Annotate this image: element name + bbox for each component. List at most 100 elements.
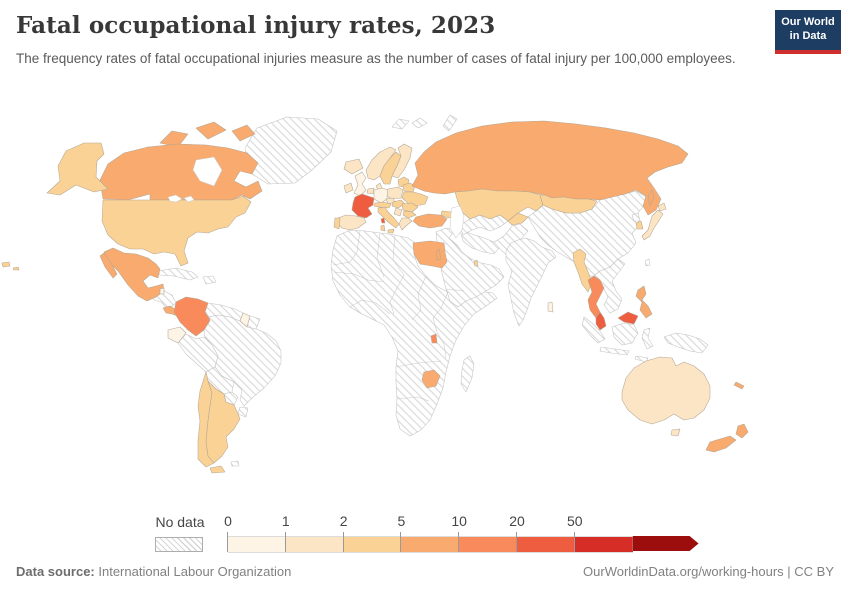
country-germany[interactable] <box>373 187 389 204</box>
page-title: Fatal occupational injury rates, 2023 <box>16 12 496 39</box>
country-spain[interactable] <box>336 214 367 231</box>
country-tierra-del-fuego[interactable] <box>209 465 226 474</box>
legend-bin-10-20[interactable]: 10 <box>451 513 517 553</box>
country-turkey[interactable] <box>412 213 448 229</box>
country-madagascar[interactable] <box>460 355 475 393</box>
country-australia[interactable] <box>621 356 711 425</box>
great-lakes-east <box>183 195 195 203</box>
country-qatar[interactable] <box>473 259 479 267</box>
country-greece[interactable] <box>398 217 413 231</box>
country-novaya-zemlya[interactable] <box>442 114 458 132</box>
country-india[interactable] <box>505 237 557 327</box>
country-malaysia-borneo[interactable] <box>617 311 639 325</box>
country-ukraine[interactable] <box>401 191 429 207</box>
country-new-zealand-north[interactable] <box>735 423 749 439</box>
country-canada-arctic-2[interactable] <box>195 121 227 140</box>
country-new-zealand-south[interactable] <box>705 435 737 453</box>
legend-bin-50-100[interactable]: 50 <box>567 513 633 553</box>
country-belize[interactable] <box>159 287 165 295</box>
legend-bin-20-50[interactable]: 20 <box>509 513 575 553</box>
country-mongolia[interactable] <box>539 194 598 214</box>
country-ireland[interactable] <box>343 182 354 194</box>
country-falkland-is[interactable] <box>230 460 240 467</box>
border-lines-middle-east <box>445 237 473 292</box>
country-usa-hawaii-2[interactable] <box>12 266 20 271</box>
no-data-legend[interactable]: No data <box>155 514 205 552</box>
country-south-korea[interactable] <box>635 220 644 230</box>
country-svalbard-east[interactable] <box>411 117 428 129</box>
owid-logo[interactable]: Our World in Data <box>775 10 841 54</box>
country-taiwan[interactable] <box>644 258 651 267</box>
country-guyana[interactable] <box>239 312 251 328</box>
legend-bin-2-5[interactable]: 2 <box>340 513 402 553</box>
country-usa-hawaii[interactable] <box>1 261 11 268</box>
country-japan-hokkaido[interactable] <box>657 202 667 212</box>
no-data-label: No data <box>155 514 205 530</box>
country-italy-sicily[interactable] <box>387 228 395 234</box>
country-portugal[interactable] <box>333 217 341 230</box>
legend-bin-1-2[interactable]: 1 <box>282 513 344 553</box>
island-java[interactable] <box>599 346 630 356</box>
country-benelux[interactable] <box>366 187 375 195</box>
country-france-corsica[interactable] <box>380 217 386 224</box>
country-zimbabwe[interactable] <box>421 369 441 389</box>
country-france[interactable] <box>351 193 375 219</box>
country-italy-sardinia[interactable] <box>380 224 386 232</box>
country-canada-arctic-3[interactable] <box>231 124 256 142</box>
country-hungary-slovakia[interactable] <box>391 199 406 209</box>
country-sri-lanka[interactable] <box>547 301 554 313</box>
country-burundi[interactable] <box>430 333 438 344</box>
country-israel[interactable] <box>435 248 442 261</box>
country-thailand[interactable] <box>587 275 605 319</box>
country-russia-sakhalin[interactable] <box>647 189 655 207</box>
country-greenland[interactable] <box>244 116 338 185</box>
country-serbia[interactable] <box>393 207 403 217</box>
country-mexico[interactable] <box>103 247 165 302</box>
country-north-korea[interactable] <box>631 212 641 222</box>
legend-bin-100+[interactable]: 100 <box>633 536 699 551</box>
region-central-asia[interactable] <box>459 214 509 236</box>
country-norway[interactable] <box>365 146 397 181</box>
country-egypt[interactable] <box>412 240 448 269</box>
country-poland[interactable] <box>386 186 404 200</box>
country-kyrgyzstan[interactable] <box>507 212 529 226</box>
owid-link[interactable]: OurWorldinData.org/working-hours <box>583 564 784 579</box>
country-australia-tasmania[interactable] <box>670 428 681 437</box>
island-sulawesi[interactable] <box>641 327 654 350</box>
country-china[interactable] <box>527 190 647 278</box>
license-label[interactable]: CC BY <box>794 564 834 579</box>
country-iceland[interactable] <box>343 158 364 175</box>
country-new-caledonia[interactable] <box>733 381 745 390</box>
country-iran[interactable] <box>459 229 501 255</box>
country-finland[interactable] <box>391 143 413 179</box>
country-ecuador[interactable] <box>167 326 187 344</box>
country-usa-alaska[interactable] <box>46 142 109 196</box>
country-japan[interactable] <box>641 209 664 241</box>
country-bulgaria[interactable] <box>402 210 417 219</box>
country-cuba[interactable] <box>157 267 199 281</box>
country-philippines[interactable] <box>635 285 653 319</box>
country-hispaniola[interactable] <box>202 275 217 285</box>
country-usa[interactable] <box>101 195 252 267</box>
legend-bin-0-1[interactable]: 0 <box>224 513 286 553</box>
island-borneo-indonesia[interactable] <box>611 322 639 346</box>
country-romania[interactable] <box>401 202 419 213</box>
country-uruguay[interactable] <box>237 406 249 418</box>
island-new-guinea[interactable] <box>663 332 709 354</box>
country-svalbard[interactable] <box>391 118 410 130</box>
legend-bin-5-10[interactable]: 5 <box>397 513 460 553</box>
country-mexico-baja[interactable] <box>99 252 118 279</box>
island-sumatra[interactable] <box>581 316 606 344</box>
country-argentina[interactable] <box>205 380 241 464</box>
country-italy[interactable] <box>377 206 400 229</box>
country-colombia[interactable] <box>173 296 211 337</box>
country-kazakhstan[interactable] <box>454 188 544 222</box>
country-united-kingdom[interactable] <box>353 171 367 197</box>
country-canada[interactable] <box>99 143 263 201</box>
country-peru[interactable] <box>177 333 219 373</box>
country-malaysia-peninsula[interactable] <box>595 311 607 331</box>
no-data-swatch[interactable] <box>155 537 203 552</box>
chart-footer: Data source: International Labour Organi… <box>16 564 834 579</box>
country-austria-switzerland[interactable] <box>373 201 392 209</box>
country-belarus[interactable] <box>402 182 416 193</box>
